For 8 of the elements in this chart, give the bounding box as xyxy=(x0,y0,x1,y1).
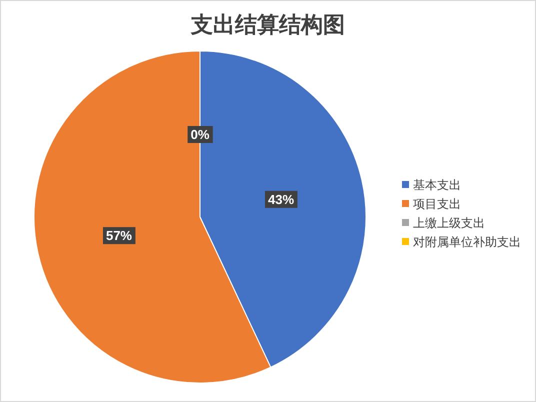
text: 0% xyxy=(190,127,210,142)
data-label: 57% xyxy=(106,228,132,244)
data-label: 43% xyxy=(268,192,294,207)
legend-label: 基本支出 xyxy=(413,178,461,192)
legend-label: 对附属单位补助支出 xyxy=(413,235,521,249)
legend-label: 上缴上级支出 xyxy=(413,216,485,230)
legend-label: 项目支出 xyxy=(413,197,461,211)
chart-title: 支出结算结构图 xyxy=(190,12,345,37)
